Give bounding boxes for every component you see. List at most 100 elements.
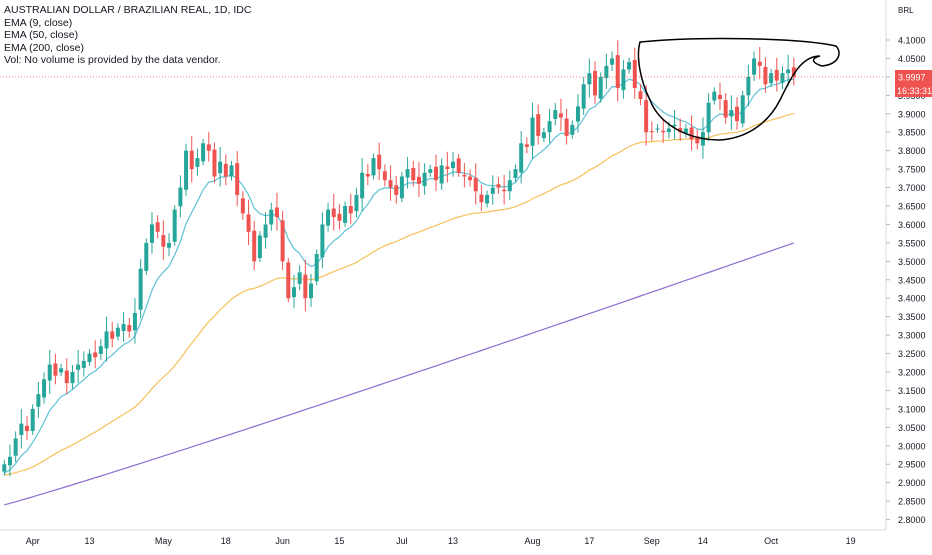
candle-body xyxy=(354,194,359,212)
candle-body xyxy=(263,224,268,238)
candle-body xyxy=(661,130,666,133)
candle xyxy=(343,201,348,227)
candle xyxy=(25,416,30,440)
ema-50-series xyxy=(4,112,794,476)
last-price-badge xyxy=(895,69,932,84)
y-tick-label: 3.6000 xyxy=(898,220,926,230)
candle xyxy=(683,124,688,138)
candle xyxy=(240,191,245,220)
candle xyxy=(746,64,751,107)
candle-body xyxy=(70,372,75,384)
candle-body xyxy=(59,368,64,373)
candle-body xyxy=(723,100,728,118)
candle-body xyxy=(513,169,518,178)
candle xyxy=(786,54,791,87)
candle-body xyxy=(706,102,711,133)
x-tick-label: 17 xyxy=(584,536,594,546)
candle-body xyxy=(269,209,274,225)
candle xyxy=(309,273,314,307)
candle-body xyxy=(309,283,314,299)
candle xyxy=(672,110,677,140)
cup-handle-drawing xyxy=(637,37,840,141)
candle xyxy=(104,316,109,362)
candle xyxy=(76,349,81,384)
candle xyxy=(13,431,18,463)
candle xyxy=(661,118,666,144)
candle-body xyxy=(786,69,791,74)
candle xyxy=(371,153,376,180)
candle xyxy=(161,220,166,260)
candle xyxy=(558,98,563,131)
currency-label: BRL xyxy=(898,6,914,15)
y-tick-label: 3.8000 xyxy=(898,146,926,156)
candle xyxy=(632,47,637,99)
candle xyxy=(763,57,768,93)
candle-body xyxy=(558,113,563,118)
candle-body xyxy=(201,143,206,162)
candle-body xyxy=(757,61,762,66)
candle xyxy=(331,193,336,231)
candle-body xyxy=(456,158,461,173)
candle xyxy=(354,187,359,218)
candle-body xyxy=(638,91,643,100)
candle xyxy=(610,51,615,72)
candle-body xyxy=(570,124,575,135)
candle-body xyxy=(223,163,228,177)
candle-body xyxy=(87,353,92,363)
candle-body xyxy=(473,177,478,192)
candle-body xyxy=(405,169,410,178)
candle-body xyxy=(541,132,546,139)
candle xyxy=(479,184,484,211)
candle xyxy=(774,57,779,92)
candle xyxy=(553,103,558,126)
candle xyxy=(30,404,35,436)
y-tick-label: 2.9500 xyxy=(898,460,926,470)
candle xyxy=(445,151,450,183)
candle xyxy=(791,57,796,86)
candle xyxy=(53,353,58,385)
candle-body xyxy=(553,110,558,119)
chart-legend: AUSTRALIAN DOLLAR / BRAZILIAN REAL, 1D, … xyxy=(4,4,251,67)
candle xyxy=(655,124,660,133)
candle-body xyxy=(666,128,671,133)
candle xyxy=(735,97,740,130)
y-tick-label: 3.7000 xyxy=(898,183,926,193)
candle-body xyxy=(564,118,569,136)
candle xyxy=(121,311,126,343)
candle xyxy=(712,87,717,105)
candle xyxy=(127,318,132,338)
candle xyxy=(218,146,223,187)
candle xyxy=(541,127,546,143)
x-tick-label: Apr xyxy=(26,536,40,546)
candle-body xyxy=(502,189,507,192)
y-tick-label: 3.3000 xyxy=(898,331,926,341)
candle-body xyxy=(337,213,342,221)
y-tick-label: 3.2500 xyxy=(898,349,926,359)
candle xyxy=(490,175,495,205)
candle-body xyxy=(42,379,47,398)
candle xyxy=(274,192,279,231)
candle-body xyxy=(64,370,69,384)
candle-body xyxy=(780,73,785,83)
y-tick-label: 2.8000 xyxy=(898,515,926,525)
legend-ema-50: EMA (50, close) xyxy=(4,29,79,41)
candle xyxy=(564,108,569,145)
candle xyxy=(644,85,649,146)
x-tick-label: 19 xyxy=(846,536,856,546)
candle-body xyxy=(519,143,524,173)
candle-body xyxy=(36,394,41,407)
candle-body xyxy=(411,168,416,181)
candle-body xyxy=(485,194,490,204)
candle xyxy=(729,95,734,130)
candle-body xyxy=(365,173,370,177)
ema-200-line xyxy=(4,242,794,506)
candle xyxy=(252,221,257,270)
candle-body xyxy=(132,312,137,331)
candle-body xyxy=(326,209,331,226)
candle xyxy=(678,118,683,141)
candle xyxy=(695,129,700,150)
candle-body xyxy=(127,325,132,332)
